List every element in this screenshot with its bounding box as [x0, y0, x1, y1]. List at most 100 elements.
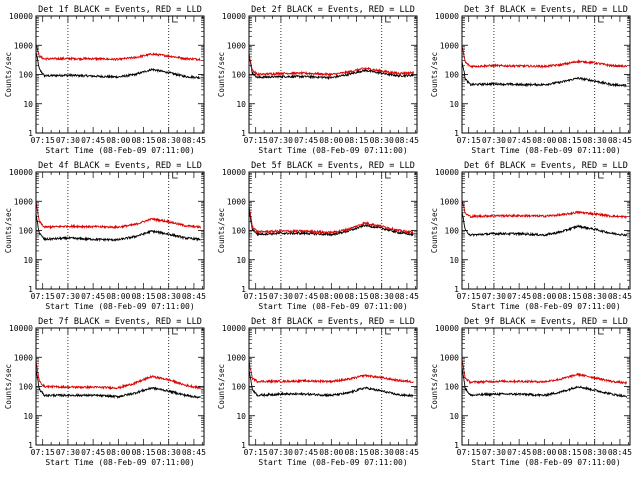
detector-panel: Det 3f BLACK = Events, RED = LLD 1 10 100 10… [430, 5, 632, 155]
x-tick-label: 07:15 [244, 292, 268, 301]
detector-panel: Det 8f BLACK = Events, RED = LLD 1 10 100 10… [217, 317, 419, 467]
x-tick-label: 07:30 [482, 448, 506, 457]
x-axis-label: Start Time (08-Feb-09 07:11:00) [45, 458, 194, 467]
series-line-lld [461, 199, 628, 220]
bracket-mark [598, 16, 604, 23]
x-tick-label: 07:30 [269, 292, 293, 301]
y-tick-label: 1 [454, 129, 459, 138]
x-tick-label: 07:30 [482, 292, 506, 301]
y-tick-label: 10 [236, 100, 246, 109]
x-tick-label: 08:15 [557, 448, 581, 457]
y-tick-label: 1000 [227, 353, 246, 362]
plot-frame [35, 171, 205, 290]
y-tick-label: 100 [19, 71, 34, 80]
x-tick-label: 07:30 [269, 136, 293, 145]
x-axis-label: Start Time (08-Feb-09 07:11:00) [258, 458, 407, 467]
plot-frame [461, 15, 631, 134]
y-tick-label: 10000 [222, 12, 246, 21]
x-tick-label: 07:15 [457, 292, 481, 301]
series-line-events [248, 210, 414, 237]
series-line-events [248, 56, 414, 81]
x-tick-label: 07:45 [81, 448, 105, 457]
y-tick-label: 1000 [14, 353, 33, 362]
series-line-lld [248, 361, 414, 384]
x-tick-label: 07:15 [31, 292, 55, 301]
y-tick-label: 100 [19, 227, 34, 236]
bracket-mark [172, 328, 178, 335]
y-tick-label: 10 [23, 412, 33, 421]
x-axis-label: Start Time (08-Feb-09 07:11:00) [471, 302, 620, 311]
y-tick-label: 1000 [440, 353, 459, 362]
x-tick-label: 07:45 [507, 136, 531, 145]
detector-panel: Det 6f BLACK = Events, RED = LLD 1 10 100 10… [430, 161, 632, 311]
x-tick-label: 07:45 [507, 448, 531, 457]
y-axis-label: Counts/sec [430, 52, 439, 97]
series-line-lld [35, 361, 202, 391]
x-tick-label: 07:15 [244, 448, 268, 457]
series-line-lld [461, 46, 628, 69]
x-tick-label: 08:30 [583, 448, 607, 457]
series-line-lld [248, 205, 414, 235]
x-axis-label: Start Time (08-Feb-09 07:11:00) [45, 146, 194, 155]
x-tick-label: 08:00 [319, 136, 343, 145]
x-tick-label: 07:30 [56, 292, 80, 301]
x-tick-label: 08:00 [532, 292, 556, 301]
x-tick-label: 08:30 [157, 136, 181, 145]
x-tick-label: 08:45 [395, 448, 419, 457]
x-tick-label: 08:00 [106, 136, 130, 145]
y-tick-label: 10000 [9, 168, 33, 177]
y-axis-label: Counts/sec [4, 364, 13, 409]
x-tick-label: 08:30 [583, 136, 607, 145]
y-tick-label: 10000 [9, 324, 33, 333]
panel-title: Det 5f BLACK = Events, RED = LLD [251, 161, 415, 171]
series-line-events [248, 368, 414, 399]
y-tick-label: 100 [232, 227, 247, 236]
y-tick-label: 10 [449, 256, 459, 265]
y-tick-label: 1000 [440, 41, 459, 50]
x-tick-label: 08:15 [344, 136, 368, 145]
panel-title: Det 8f BLACK = Events, RED = LLD [251, 317, 415, 327]
y-axis-label: Counts/sec [430, 208, 439, 253]
y-tick-label: 100 [232, 71, 247, 80]
series-line-events [35, 51, 201, 80]
y-tick-label: 10000 [435, 168, 459, 177]
y-tick-label: 1000 [227, 197, 246, 206]
y-tick-label: 1000 [14, 41, 33, 50]
x-tick-label: 08:15 [131, 448, 155, 457]
x-tick-label: 08:00 [532, 136, 556, 145]
x-tick-label: 08:45 [608, 136, 632, 145]
y-tick-label: 10000 [435, 12, 459, 21]
x-tick-label: 08:00 [319, 292, 343, 301]
x-tick-label: 08:30 [370, 292, 394, 301]
x-axis-label: Start Time (08-Feb-09 07:11:00) [471, 146, 620, 155]
y-tick-label: 1000 [227, 41, 246, 50]
x-tick-label: 08:30 [157, 292, 181, 301]
y-tick-label: 10000 [222, 324, 246, 333]
y-tick-label: 10000 [435, 324, 459, 333]
bracket-mark [172, 16, 178, 23]
x-tick-label: 07:30 [482, 136, 506, 145]
x-axis-label: Start Time (08-Feb-09 07:11:00) [471, 458, 620, 467]
series-line-lld [35, 201, 202, 230]
x-tick-label: 08:15 [557, 136, 581, 145]
x-tick-label: 07:15 [457, 448, 481, 457]
plot-frame [248, 327, 418, 446]
x-tick-label: 07:15 [244, 136, 268, 145]
series-line-lld [35, 44, 201, 62]
x-tick-label: 08:00 [106, 448, 130, 457]
x-tick-label: 08:30 [583, 292, 607, 301]
detector-panel: Det 9f BLACK = Events, RED = LLD 1 10 100 10… [430, 317, 632, 467]
y-tick-label: 10 [23, 256, 33, 265]
y-tick-label: 10000 [222, 168, 246, 177]
detector-panel: Det 5f BLACK = Events, RED = LLD 1 10 100 10… [217, 161, 419, 311]
x-tick-label: 07:45 [81, 292, 105, 301]
bracket-mark [385, 16, 391, 23]
x-tick-label: 08:45 [395, 292, 419, 301]
x-tick-label: 08:45 [182, 136, 206, 145]
y-axis-label: Counts/sec [430, 364, 439, 409]
x-tick-label: 07:45 [507, 292, 531, 301]
series-line-events [35, 213, 201, 243]
series-line-lld [461, 360, 628, 386]
